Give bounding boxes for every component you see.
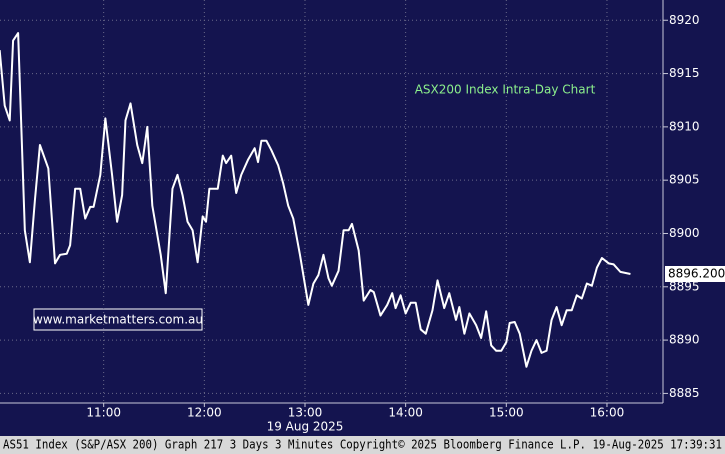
x-tick-label: 11:00 xyxy=(86,406,121,420)
chart-title: ASX200 Index Intra-Day Chart xyxy=(415,83,596,97)
y-tick-label: 8910 xyxy=(669,119,700,133)
x-tick-label: 16:00 xyxy=(590,406,625,420)
footer: AS51 Index (S&P/ASX 200) Graph 217 3 Day… xyxy=(3,438,722,452)
y-tick-label: 8900 xyxy=(669,226,700,240)
watermark: www.marketmatters.com.au xyxy=(33,313,203,327)
y-tick-label: 8915 xyxy=(669,66,700,80)
y-tick-label: 8895 xyxy=(669,279,700,293)
last-value-box xyxy=(665,265,725,282)
watermark-box xyxy=(33,308,203,331)
x-tick-label: 14:00 xyxy=(388,406,423,420)
y-tick-label: 8905 xyxy=(669,173,700,187)
price-line xyxy=(0,32,631,368)
y-tick-label: 8920 xyxy=(669,13,700,27)
footer-band xyxy=(0,436,725,454)
date-label: 19 Aug 2025 xyxy=(267,420,344,434)
x-tick-label: 15:00 xyxy=(489,406,524,420)
x-tick-label: 13:00 xyxy=(288,406,323,420)
y-tick-label: 8885 xyxy=(669,386,700,400)
last-value-label: 8896.200 xyxy=(668,266,725,280)
y-tick-label: 8890 xyxy=(669,333,700,347)
x-tick-label: 12:00 xyxy=(187,406,222,420)
